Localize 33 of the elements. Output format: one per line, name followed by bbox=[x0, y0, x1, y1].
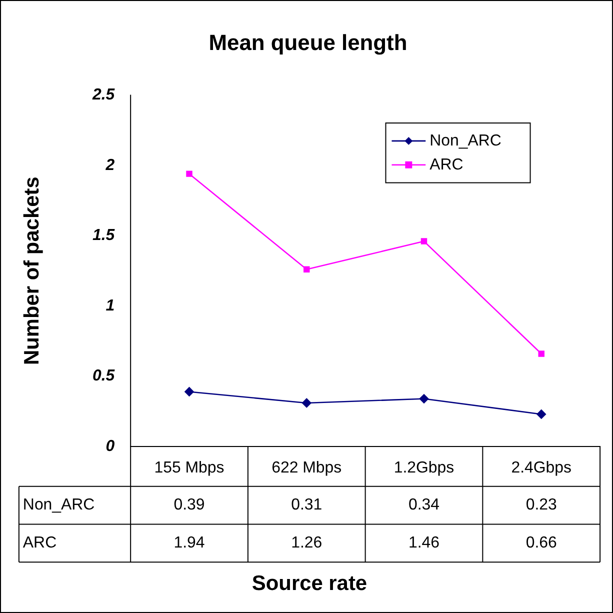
x-tick-label: 1.2Gbps bbox=[394, 459, 454, 476]
point bbox=[538, 350, 544, 357]
point bbox=[536, 410, 546, 419]
x-tick-label: 2.4Gbps bbox=[511, 459, 572, 476]
y-tick-label: 2 bbox=[104, 156, 115, 174]
point bbox=[184, 387, 194, 396]
point bbox=[302, 398, 312, 408]
point bbox=[420, 238, 428, 244]
point bbox=[186, 170, 192, 177]
data-label: 0.23 bbox=[526, 496, 557, 514]
data-label: 1.94 bbox=[174, 534, 205, 552]
text: Non_ARC bbox=[22, 496, 95, 514]
text: ARC bbox=[22, 534, 57, 552]
data-label: 0.39 bbox=[174, 496, 205, 514]
legend-label: ARC bbox=[430, 156, 464, 174]
y-tick-label: 1 bbox=[106, 297, 115, 314]
data-label: 1.46 bbox=[408, 534, 440, 552]
y-tick-label: 0 bbox=[106, 438, 115, 455]
y-tick-label: 2.5 bbox=[91, 86, 116, 104]
data-label: 0.66 bbox=[526, 534, 557, 552]
data-label: 0.31 bbox=[291, 496, 322, 514]
x-tick-label: 155 Mbps bbox=[154, 459, 224, 476]
x-tick-label: 622 Mbps bbox=[272, 459, 342, 476]
data-label: 1.26 bbox=[291, 534, 322, 552]
x-axis-title: Source rate bbox=[252, 572, 368, 595]
data-label: 0.34 bbox=[408, 496, 440, 514]
point bbox=[304, 266, 310, 273]
point bbox=[419, 394, 429, 404]
y-tick-label: 1.5 bbox=[92, 227, 116, 244]
legend-label: Non_ARC bbox=[430, 132, 502, 150]
y-tick-label: 0.5 bbox=[92, 368, 116, 385]
y-axis-title: Number of packets bbox=[20, 176, 44, 365]
chart-title: Mean queue length bbox=[208, 30, 408, 56]
